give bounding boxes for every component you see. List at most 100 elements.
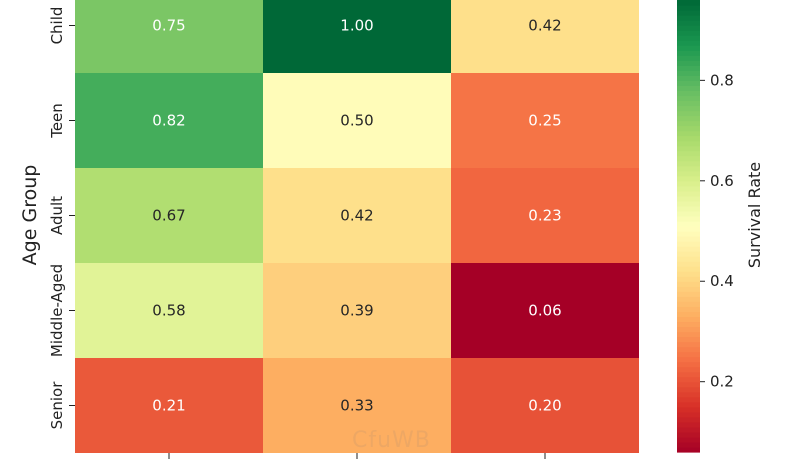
colorbar-segment xyxy=(677,391,700,398)
colorbar-segment xyxy=(677,436,700,443)
colorbar-segment xyxy=(677,70,700,76)
row-tick-label-2: Adult xyxy=(48,196,66,235)
colorbar-segment xyxy=(677,251,700,257)
heatmap-cell-r0-c0 xyxy=(75,0,263,73)
colorbar-segment xyxy=(677,431,700,438)
cell-value-label-r4-c1: 0.33 xyxy=(340,397,373,415)
colorbar-segment xyxy=(677,261,700,267)
colorbar-segment xyxy=(677,371,700,378)
colorbar-segment xyxy=(677,195,700,202)
colorbar-segment xyxy=(677,426,700,433)
colorbar-segment xyxy=(677,150,700,157)
colorbar-tick-label-2: 0.6 xyxy=(710,172,734,190)
colorbar-segment xyxy=(677,276,700,282)
cell-value-label-r4-c0: 0.21 xyxy=(152,397,185,415)
colorbar: 0.2 0.4 0.6 0.8 xyxy=(677,0,734,453)
heatmap-cell-r1-c1 xyxy=(263,73,451,168)
colorbar-segment xyxy=(677,220,700,227)
heatmap-cell-r3-c0 xyxy=(75,263,263,358)
colorbar-segment xyxy=(677,155,700,162)
colorbar-segment xyxy=(677,135,700,142)
colorbar-segment xyxy=(677,115,700,122)
colorbar-segment xyxy=(677,5,700,11)
colorbar-tick-label-3: 0.8 xyxy=(710,71,734,89)
colorbar-segment xyxy=(677,336,700,343)
colorbar-segment xyxy=(677,406,700,413)
colorbar-segment xyxy=(677,376,700,383)
cell-value-label-r2-c0: 0.67 xyxy=(152,207,185,225)
row-tick-label-4: Senior xyxy=(48,381,66,430)
colorbar-segment xyxy=(677,281,700,287)
cell-value-label-r0-c2: 0.42 xyxy=(528,17,561,35)
cell-value-label-r3-c1: 0.39 xyxy=(340,302,373,320)
colorbar-segment xyxy=(677,105,700,112)
colorbar-tick-label-1: 0.4 xyxy=(710,272,734,290)
colorbar-segment xyxy=(677,100,700,107)
row-tick-label-0: Child xyxy=(48,7,66,45)
cell-value-label-r1-c1: 0.50 xyxy=(340,112,373,130)
colorbar-label: Survival Rate xyxy=(745,162,764,268)
colorbar-segment xyxy=(677,10,700,16)
cell-value-label-r2-c2: 0.23 xyxy=(528,207,561,225)
colorbar-segment xyxy=(677,411,700,418)
heatmap-cell-r0-c2 xyxy=(451,0,639,73)
colorbar-segment xyxy=(677,95,700,102)
colorbar-segment xyxy=(677,386,700,393)
colorbar-segment xyxy=(677,190,700,197)
colorbar-segment xyxy=(677,286,700,292)
colorbar-segment xyxy=(677,331,700,338)
colorbar-segment xyxy=(677,130,700,137)
cell-value-label-r3-c0: 0.58 xyxy=(152,302,185,320)
colorbar-segment xyxy=(677,15,700,21)
colorbar-segment xyxy=(677,160,700,167)
cell-value-label-r2-c1: 0.42 xyxy=(340,207,373,225)
cell-value-label-r0-c1: 1.00 xyxy=(340,17,373,35)
y-axis-label: Age Group xyxy=(19,165,41,266)
colorbar-segment xyxy=(677,30,700,36)
colorbar-segment xyxy=(677,441,700,448)
colorbar-segment xyxy=(677,200,700,207)
colorbar-segment xyxy=(677,110,700,117)
cell-value-label-r1-c2: 0.25 xyxy=(528,112,561,130)
colorbar-segment xyxy=(677,266,700,272)
cell-value-label-r0-c0: 0.75 xyxy=(152,17,185,35)
colorbar-segment xyxy=(677,446,700,453)
colorbar-segment xyxy=(677,45,700,51)
colorbar-segment xyxy=(677,90,700,97)
colorbar-segment xyxy=(677,210,700,217)
colorbar-segment xyxy=(677,205,700,212)
colorbar-segment xyxy=(677,55,700,61)
colorbar-segment xyxy=(677,416,700,423)
heatmap-cell-r4-c1 xyxy=(263,358,451,453)
colorbar-segment xyxy=(677,65,700,71)
row-tick-labels: Child Teen Adult Middle-Aged Senior xyxy=(48,7,75,430)
colorbar-segment xyxy=(677,346,700,353)
colorbar-segment xyxy=(677,120,700,127)
colorbar-segment xyxy=(677,421,700,428)
heatmap-cell-r2-c2 xyxy=(451,168,639,263)
colorbar-segment xyxy=(677,311,700,317)
heatmap-cell-r4-c0 xyxy=(75,358,263,453)
colorbar-segment xyxy=(677,301,700,307)
heatmap-cell-r3-c2 xyxy=(451,263,639,358)
colorbar-segment xyxy=(677,180,700,187)
cell-value-label-r1-c0: 0.82 xyxy=(152,112,185,130)
colorbar-segment xyxy=(677,80,700,86)
colorbar-segment xyxy=(677,361,700,368)
colorbar-segment xyxy=(677,306,700,312)
colorbar-segment xyxy=(677,401,700,408)
cell-value-label-r3-c2: 0.06 xyxy=(528,302,561,320)
colorbar-segment xyxy=(677,50,700,56)
colorbar-segment xyxy=(677,381,700,388)
heatmap-cell-r1-c0 xyxy=(75,73,263,168)
heatmap-cell-r2-c1 xyxy=(263,168,451,263)
heatmap-cell-r2-c0 xyxy=(75,168,263,263)
watermark: CfuWB xyxy=(352,428,431,453)
colorbar-segment xyxy=(677,25,700,31)
heatmap-cell-r1-c2 xyxy=(451,73,639,168)
colorbar-segment xyxy=(677,60,700,66)
colorbar-segment xyxy=(677,145,700,152)
row-tick-label-3: Middle-Aged xyxy=(48,264,66,357)
colorbar-segment xyxy=(677,40,700,46)
